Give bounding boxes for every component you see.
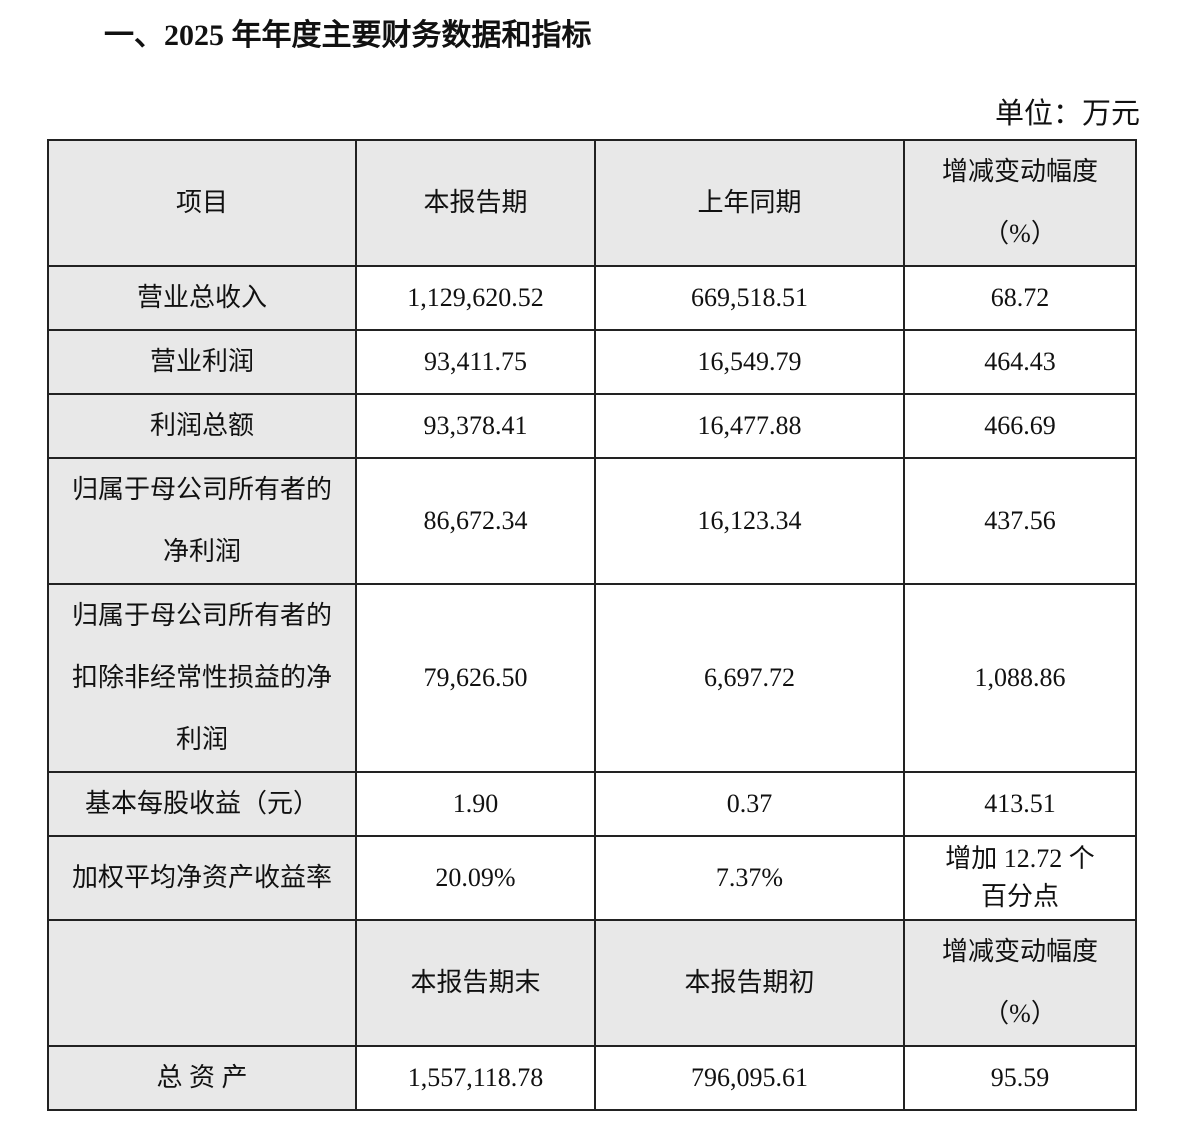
table-cell: 0.37 — [594, 771, 905, 837]
table-cell: 93,378.41 — [355, 393, 596, 459]
financial-table: 项目 本报告期 上年同期 增减变动幅度（%） 营业总收入 1,129,620.52 669,… — [47, 139, 1137, 1111]
table-row: 营业利润 93,411.75 16,549.79 464.43 — [47, 329, 1137, 395]
table-cell: 1,088.86 — [903, 583, 1137, 773]
table-cell: 20.09% — [355, 835, 596, 921]
table-cell: 营业总收入 — [47, 265, 357, 331]
table-cell: 16,477.88 — [594, 393, 905, 459]
table-cell: 79,626.50 — [355, 583, 596, 773]
table-row: 本报告期末 本报告期初 增减变动幅度（%） — [47, 919, 1137, 1047]
table-cell: 413.51 — [903, 771, 1137, 837]
table-cell: 1,557,118.78 — [355, 1045, 596, 1111]
table-row: 利润总额 93,378.41 16,477.88 466.69 — [47, 393, 1137, 459]
table-cell: 95.59 — [903, 1045, 1137, 1111]
table-cell: 增加 12.72 个百分点 — [903, 835, 1137, 921]
table-row: 基本每股收益（元） 1.90 0.37 413.51 — [47, 771, 1137, 837]
table-cell: 93,411.75 — [355, 329, 596, 395]
table-cell: 归属于母公司所有者的扣除非经常性损益的净利润 — [47, 583, 357, 773]
table-cell: 总 资 产 — [47, 1045, 357, 1111]
table-cell: 项目 — [47, 139, 357, 267]
table-cell: 466.69 — [903, 393, 1137, 459]
table-cell: 669,518.51 — [594, 265, 905, 331]
table-cell: 基本每股收益（元） — [47, 771, 357, 837]
table-cell: 增减变动幅度（%） — [903, 139, 1137, 267]
table-cell: 86,672.34 — [355, 457, 596, 585]
table-cell: 16,549.79 — [594, 329, 905, 395]
table-cell: 归属于母公司所有者的净利润 — [47, 457, 357, 585]
table-row: 加权平均净资产收益率 20.09% 7.37% 增加 12.72 个百分点 — [47, 835, 1137, 921]
table-cell: 增减变动幅度（%） — [903, 919, 1137, 1047]
table-row: 总 资 产 1,557,118.78 796,095.61 95.59 — [47, 1045, 1137, 1111]
table-cell: 796,095.61 — [594, 1045, 905, 1111]
table-cell: 营业利润 — [47, 329, 357, 395]
table-cell: 1.90 — [355, 771, 596, 837]
table-cell: 上年同期 — [594, 139, 905, 267]
table-row: 归属于母公司所有者的净利润 86,672.34 16,123.34 437.56 — [47, 457, 1137, 585]
table-cell: 1,129,620.52 — [355, 265, 596, 331]
table-cell: 7.37% — [594, 835, 905, 921]
table-cell: 本报告期末 — [355, 919, 596, 1047]
table-cell: 16,123.34 — [594, 457, 905, 585]
table-cell: 68.72 — [903, 265, 1137, 331]
table-cell — [47, 919, 357, 1047]
table-cell: 464.43 — [903, 329, 1137, 395]
table-row: 归属于母公司所有者的扣除非经常性损益的净利润 79,626.50 6,697.72 1… — [47, 583, 1137, 773]
table-row: 项目 本报告期 上年同期 增减变动幅度（%） — [47, 139, 1137, 267]
table-row: 营业总收入 1,129,620.52 669,518.51 68.72 — [47, 265, 1137, 331]
table-cell: 利润总额 — [47, 393, 357, 459]
table-cell: 6,697.72 — [594, 583, 905, 773]
table-cell: 437.56 — [903, 457, 1137, 585]
unit: 单位：万元 — [994, 98, 1140, 130]
table-cell: 本报告期 — [355, 139, 596, 267]
table-cell: 加权平均净资产收益率 — [47, 835, 357, 921]
title: 一、2025 年年度主要财务数据和指标 — [104, 19, 592, 52]
table-cell: 本报告期初 — [594, 919, 905, 1047]
